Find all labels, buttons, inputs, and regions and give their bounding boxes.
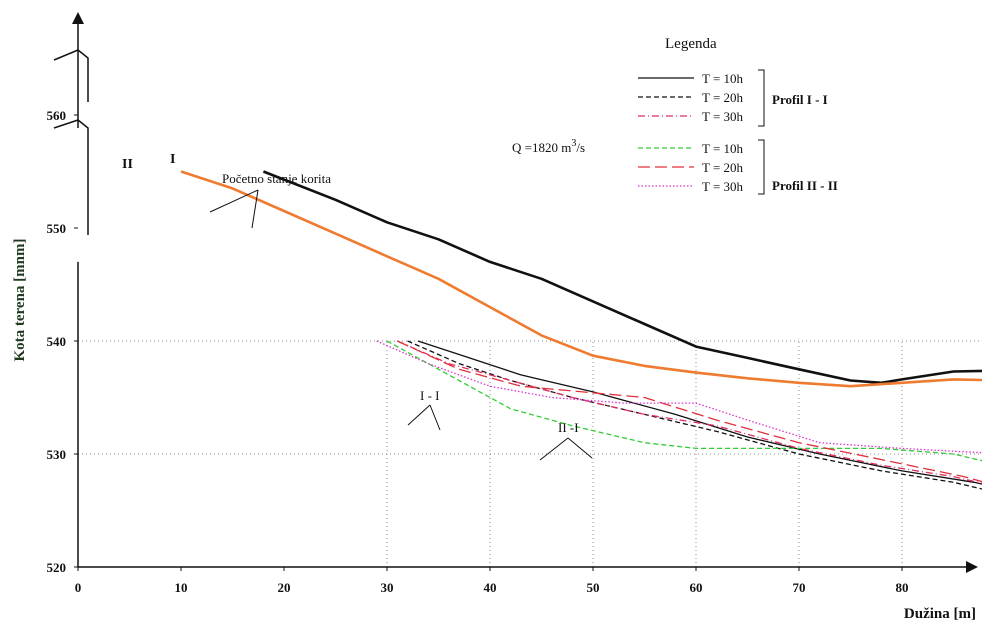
x-tick-label: 80 <box>896 580 909 595</box>
profile-I-label: I <box>170 152 175 167</box>
x-axis-arrow <box>966 561 978 573</box>
legend-bracket <box>758 139 765 195</box>
x-tick-label: 60 <box>690 580 703 595</box>
x-axis-label: Dužina [m] <box>904 606 976 622</box>
series-line-2 <box>417 340 982 485</box>
section-II-pointer-1 <box>539 437 569 461</box>
axes <box>53 12 978 573</box>
x-tick-label: 70 <box>793 580 806 595</box>
y-tick-label: 530 <box>47 447 67 462</box>
profile-II-label: II <box>122 157 133 172</box>
legend-entry-label: T = 10h <box>702 71 744 86</box>
section-I-label: I - I <box>420 388 440 403</box>
x-tick-label: 10 <box>175 580 188 595</box>
section-I-pointer-1 <box>407 404 431 426</box>
legend: Legenda T = 10h T = 20h T = 30h Profil I - … <box>638 36 838 195</box>
x-tick-label: 40 <box>484 580 497 595</box>
legend-group-label: Profil I - I <box>772 92 828 107</box>
section-I-pointer-2 <box>429 404 441 431</box>
x-tick-label: 20 <box>278 580 291 595</box>
axis-break-lower <box>53 119 89 235</box>
discharge-label: Q =1820 m <box>512 140 571 155</box>
y-tick-label: 560 <box>47 108 67 123</box>
series-line-7 <box>376 340 982 454</box>
discharge-sup: 3 <box>571 138 576 149</box>
series-line-5 <box>386 340 982 462</box>
axis-break-upper <box>53 49 89 102</box>
legend-entry-label: T = 20h <box>702 160 744 175</box>
y-axis-label: Kota terena [mnm] <box>12 238 28 361</box>
y-axis-arrow <box>72 12 84 24</box>
series-line-3 <box>407 340 982 490</box>
y-tick-label: 520 <box>47 560 67 575</box>
x-tick-label: 0 <box>75 580 82 595</box>
tick-labels: 0102030405060708090100110120130140150160… <box>47 108 909 595</box>
series-lines <box>180 170 982 490</box>
legend-entry-label: T = 10h <box>702 141 744 156</box>
series-line-0 <box>262 170 982 385</box>
initial-bed-pointer-2 <box>251 189 259 229</box>
initial-bed-pointer-1 <box>209 189 259 213</box>
legend-entry-label: T = 30h <box>702 179 744 194</box>
series-line-1 <box>180 170 982 388</box>
legend-group-label: Profil II - II <box>772 178 838 193</box>
initial-bed-label: Početno stanje korita <box>222 171 331 186</box>
x-tick-label: 30 <box>381 580 394 595</box>
y-tick-label: 540 <box>47 334 67 349</box>
section-II-label: II -I <box>558 420 579 435</box>
legend-entry-label: T = 20h <box>702 90 744 105</box>
discharge-annotation: Q =1820 m3/s <box>512 138 585 155</box>
legend-bracket <box>758 69 765 127</box>
legend-entry-label: T = 30h <box>702 109 744 124</box>
y-tick-label: 550 <box>47 221 67 236</box>
legend-title: Legenda <box>665 36 717 52</box>
section-II-pointer-2 <box>567 437 593 459</box>
x-tick-label: 50 <box>587 580 600 595</box>
discharge-unit: /s <box>576 140 585 155</box>
